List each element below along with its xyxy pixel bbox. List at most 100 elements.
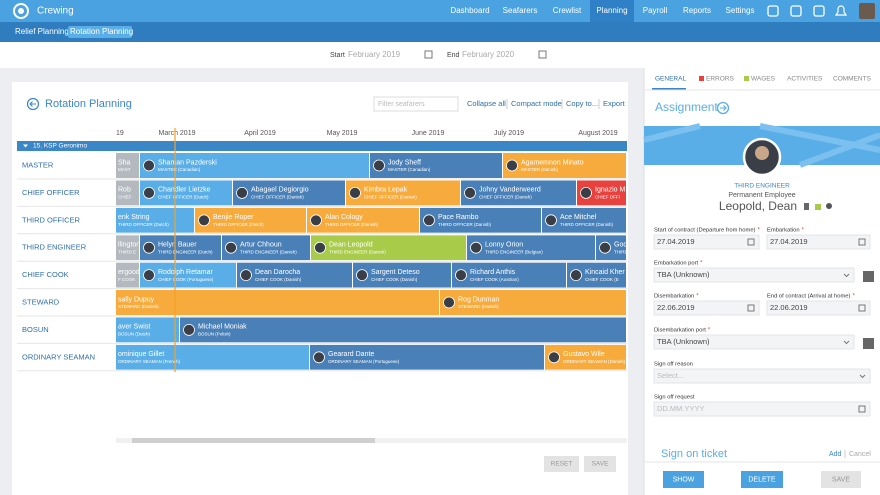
field-input[interactable] [653,334,855,350]
assignment-bar[interactable] [370,153,502,178]
nav-item[interactable]: Reports [683,6,711,15]
scrollbar-thumb[interactable] [132,438,375,443]
filter-input[interactable] [373,96,459,112]
field-input[interactable] [653,267,855,283]
field-input[interactable] [653,368,871,384]
field-input[interactable] [653,300,760,316]
end-value[interactable]: February 2020 [462,50,515,59]
planner-action[interactable]: Export [603,99,626,108]
detail-button[interactable] [741,471,783,488]
start-value[interactable]: February 2019 [348,50,401,59]
sub-nav-item[interactable]: Rotation Planning [70,27,133,36]
notification-icon[interactable] [834,5,848,16]
detail-button[interactable] [663,471,704,488]
nav-item[interactable]: Dashboard [450,6,489,15]
nav-item[interactable]: Seafarers [503,6,538,15]
assignment-bar[interactable] [353,262,451,288]
assignment-bar[interactable] [467,235,595,261]
assignment-bar[interactable] [116,317,179,343]
nav-icon[interactable] [767,5,779,17]
planner-action[interactable]: Collapse all [467,99,506,108]
field-input[interactable] [766,300,871,316]
back-button[interactable] [26,97,40,111]
assignment-bar[interactable] [237,262,352,288]
assignment-bar[interactable] [116,262,139,288]
tab[interactable]: GENERAL [655,76,686,83]
assignment-bar[interactable] [180,317,626,343]
assignment-bar[interactable] [440,290,626,315]
assignment-bar[interactable] [116,207,194,233]
assignment-bar[interactable] [346,180,460,206]
planner-action[interactable]: Compact mode [511,99,562,108]
planner-action[interactable]: Copy to... [566,99,598,108]
assignment-bar[interactable] [140,153,369,178]
section-action[interactable]: Add [829,451,842,458]
planner-button[interactable] [584,456,616,472]
assignment-bar[interactable] [116,235,139,261]
user-avatar[interactable] [859,3,875,19]
assignment-bar[interactable] [452,262,566,288]
location-pin[interactable] [863,338,874,349]
nav-item[interactable]: Payroll [643,6,668,15]
assignment-bar[interactable] [233,180,345,206]
assignment[interactable]: GodfreeTHIRD ENGINEE [596,235,649,261]
detail-button[interactable] [821,471,861,488]
assignment-bar[interactable] [140,262,236,288]
tab[interactable]: COMMENTS [833,76,872,83]
nav-item[interactable]: Planning [596,6,627,15]
assignment-bar[interactable] [116,290,439,315]
assignment-bar[interactable] [116,344,309,370]
assignment-bar[interactable] [195,207,306,233]
nav-icon[interactable] [813,5,825,17]
assignment-bar[interactable] [420,207,541,233]
assignment-bar[interactable] [307,207,419,233]
section-action[interactable]: Cancel [849,451,871,458]
assignment-bar[interactable] [461,180,576,206]
location-pin[interactable] [863,271,874,282]
assignment-bar[interactable] [140,180,232,206]
assignment-bar[interactable] [311,235,466,261]
tab[interactable]: ERRORS [706,76,734,83]
field-input[interactable] [653,234,760,250]
assignment-bar[interactable] [116,180,139,206]
assignment-bar[interactable] [503,153,626,178]
field-input[interactable] [653,401,871,417]
collapse-triangle[interactable] [23,144,28,148]
tab[interactable]: WAGES [751,76,776,83]
assignment-bar[interactable] [116,153,139,178]
sub-nav-item[interactable]: Relief Planning [15,27,69,36]
assignment-link-icon[interactable] [716,101,730,115]
